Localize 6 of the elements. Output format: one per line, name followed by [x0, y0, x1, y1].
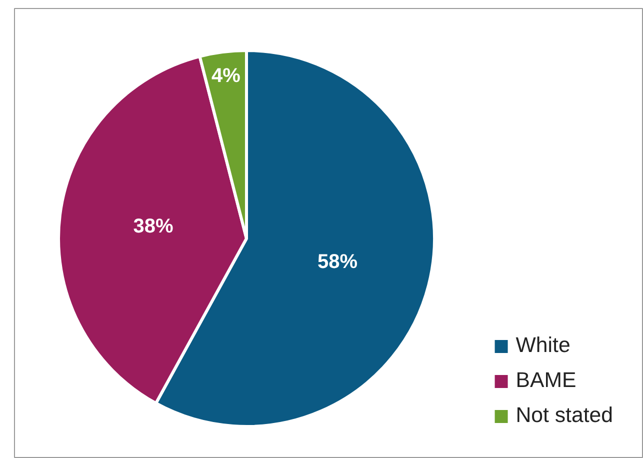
data-label: 38%	[133, 216, 174, 238]
data-label: 4%	[212, 65, 241, 88]
data-label: 58%	[318, 250, 358, 273]
legend-label: White	[516, 333, 570, 358]
legend-label: BAME	[516, 368, 576, 393]
legend-label: Not stated	[516, 403, 613, 428]
